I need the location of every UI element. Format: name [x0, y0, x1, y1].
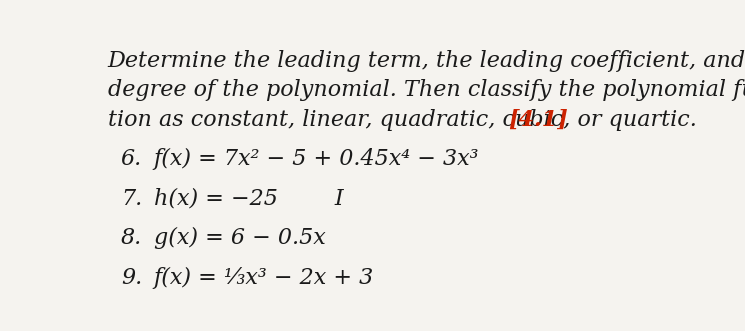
Text: 9.: 9. [121, 266, 142, 289]
Text: f(x) = ¹⁄₃x³ − 2x + 3: f(x) = ¹⁄₃x³ − 2x + 3 [153, 266, 374, 289]
Text: g(x) = 6 − 0.5x: g(x) = 6 − 0.5x [153, 227, 326, 249]
Text: [4.1]: [4.1] [507, 109, 568, 130]
Text: Determine the leading term, the leading coefficient, and the: Determine the leading term, the leading … [107, 50, 745, 72]
Text: h(x) = −25        I: h(x) = −25 I [153, 188, 343, 210]
Text: 7.: 7. [121, 188, 142, 210]
Text: degree of the polynomial. Then classify the polynomial func-: degree of the polynomial. Then classify … [107, 79, 745, 101]
Text: 8.: 8. [121, 227, 142, 249]
Text: f(x) = 7x² − 5 + 0.45x⁴ − 3x³: f(x) = 7x² − 5 + 0.45x⁴ − 3x³ [153, 148, 479, 170]
Text: tion as constant, linear, quadratic, cubic, or quartic.: tion as constant, linear, quadratic, cub… [107, 109, 697, 130]
Text: 6.: 6. [121, 148, 142, 170]
